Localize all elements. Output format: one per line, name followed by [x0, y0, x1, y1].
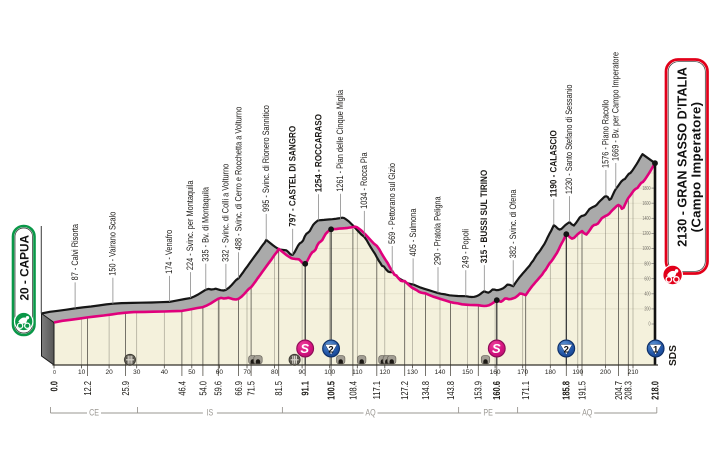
svg-text:800: 800	[644, 261, 650, 267]
svg-text:CE: CE	[89, 406, 99, 417]
svg-text:1261 - Pian delle Cinque Migli: 1261 - Pian delle Cinque Miglia	[334, 90, 345, 192]
svg-text:600: 600	[644, 276, 650, 282]
svg-text:127.2: 127.2	[399, 381, 410, 400]
svg-text:30: 30	[133, 369, 141, 376]
svg-text:174 - Venafro: 174 - Venafro	[163, 229, 174, 274]
svg-text:218.0: 218.0	[649, 381, 660, 400]
svg-text:1190 - CALASCIO: 1190 - CALASCIO	[548, 130, 559, 197]
svg-text:1254 - ROCCARASO: 1254 - ROCCARASO	[313, 114, 324, 192]
svg-text:20: 20	[105, 369, 113, 376]
svg-text:20 - CAPUA: 20 - CAPUA	[17, 234, 31, 300]
svg-text:54.0: 54.0	[197, 381, 208, 396]
svg-text:IS: IS	[207, 406, 214, 417]
svg-text:160: 160	[490, 369, 501, 376]
svg-text:191.5: 191.5	[576, 381, 587, 400]
svg-text:332 - Svinc. di Colli a Voltur: 332 - Svinc. di Colli a Volturno	[220, 163, 231, 261]
svg-text:797 - CASTEL DI SANGRO: 797 - CASTEL DI SANGRO	[287, 126, 298, 227]
svg-text:200: 200	[644, 306, 650, 312]
svg-text:100: 100	[324, 369, 335, 376]
svg-text:160.6: 160.6	[491, 381, 502, 400]
svg-text:1800: 1800	[642, 185, 651, 191]
svg-text:290 - Pratola Peligna: 290 - Pratola Peligna	[432, 196, 443, 265]
svg-text:0: 0	[53, 370, 56, 376]
svg-text:50: 50	[188, 369, 196, 376]
svg-text:AQ: AQ	[365, 406, 376, 417]
svg-text:171.1: 171.1	[520, 381, 531, 400]
svg-text:335 - Bv. di Montaquila: 335 - Bv. di Montaquila	[200, 187, 211, 262]
svg-text:150 - Vairano Scalo: 150 - Vairano Scalo	[107, 211, 118, 275]
svg-text:AQ: AQ	[582, 406, 593, 417]
svg-text:1000: 1000	[642, 246, 651, 252]
svg-text:400: 400	[644, 291, 650, 297]
svg-text:140: 140	[435, 369, 446, 376]
svg-text:59.6: 59.6	[213, 381, 224, 396]
svg-text:PE: PE	[483, 406, 493, 417]
svg-text:204.7: 204.7	[613, 381, 624, 400]
svg-text:134.8: 134.8	[420, 381, 431, 400]
svg-text:224 - Svinc. per Montaquila: 224 - Svinc. per Montaquila	[184, 180, 195, 270]
svg-text:S: S	[300, 341, 309, 356]
svg-text:25.9: 25.9	[120, 381, 131, 396]
svg-text:2: 2	[328, 344, 333, 355]
svg-text:71.5: 71.5	[245, 381, 256, 396]
svg-text:110: 110	[352, 369, 363, 376]
svg-text:108.4: 108.4	[347, 381, 358, 400]
svg-text:170: 170	[517, 369, 528, 376]
svg-text:150: 150	[462, 369, 473, 376]
svg-text:1669 - Bv. per Campo Imperator: 1669 - Bv. per Campo Imperatore	[610, 52, 621, 161]
svg-text:405 - Sulmona: 405 - Sulmona	[407, 208, 418, 256]
svg-text:87 - Calvi Risorta: 87 - Calvi Risorta	[69, 224, 80, 281]
svg-text:190: 190	[572, 369, 583, 376]
svg-text:1034 - Rocca Pia: 1034 - Rocca Pia	[358, 152, 369, 209]
svg-text:91.1: 91.1	[299, 381, 310, 396]
svg-text:66.9: 66.9	[233, 381, 244, 396]
svg-text:143.8: 143.8	[445, 381, 456, 400]
svg-text:1400: 1400	[642, 215, 651, 221]
svg-text:80: 80	[271, 369, 279, 376]
svg-text:249 - Popoli: 249 - Popoli	[460, 229, 471, 268]
svg-text:46.4: 46.4	[176, 381, 187, 396]
svg-text:210: 210	[628, 369, 639, 376]
svg-text:(Campo Imperatore): (Campo Imperatore)	[689, 102, 704, 233]
svg-text:153.9: 153.9	[473, 381, 484, 400]
svg-text:SDS: SDS	[668, 345, 679, 366]
svg-text:208.3: 208.3	[623, 381, 634, 400]
svg-text:70: 70	[243, 369, 251, 376]
svg-text:1230 - Santo Stefano di Sessan: 1230 - Santo Stefano di Sessanio	[563, 84, 574, 194]
svg-text:120: 120	[379, 369, 390, 376]
svg-text:2: 2	[564, 344, 569, 355]
svg-text:100.5: 100.5	[325, 381, 336, 400]
svg-text:12.2: 12.2	[82, 381, 93, 396]
svg-text:1200: 1200	[642, 230, 651, 236]
svg-text:382 - Svinc. di Ofena: 382 - Svinc. di Ofena	[507, 189, 518, 258]
svg-text:130: 130	[407, 369, 418, 376]
svg-text:117.1: 117.1	[371, 381, 382, 399]
svg-text:1576 - Piano Racollo: 1576 - Piano Racollo	[600, 99, 611, 168]
svg-text:10: 10	[78, 369, 86, 376]
svg-text:569 - Pettorano sul Gizio: 569 - Pettorano sul Gizio	[386, 163, 397, 244]
svg-text:315 - BUSSI SUL TIRINO: 315 - BUSSI SUL TIRINO	[479, 170, 490, 264]
svg-text:40: 40	[161, 369, 169, 376]
svg-text:200: 200	[600, 369, 611, 376]
svg-text:1: 1	[653, 344, 659, 355]
svg-text:S: S	[492, 341, 501, 356]
svg-text:995 - Svinc. di Rionero Sannit: 995 - Svinc. di Rionero Sannitico	[260, 105, 271, 212]
svg-text:60: 60	[216, 369, 224, 376]
svg-text:81.5: 81.5	[273, 381, 284, 396]
svg-text:180: 180	[545, 369, 556, 376]
svg-text:185.8: 185.8	[561, 381, 572, 400]
svg-text:1600: 1600	[642, 200, 651, 206]
svg-text:2130 - GRAN SASSO D’ITALIA: 2130 - GRAN SASSO D’ITALIA	[675, 67, 689, 247]
svg-text:0.0: 0.0	[48, 381, 59, 391]
svg-text:0: 0	[648, 321, 650, 327]
svg-text:90: 90	[298, 369, 306, 376]
svg-text:488 - Svinc. di Cerro e Rocche: 488 - Svinc. di Cerro e Rocchetta a Volt…	[232, 106, 243, 250]
